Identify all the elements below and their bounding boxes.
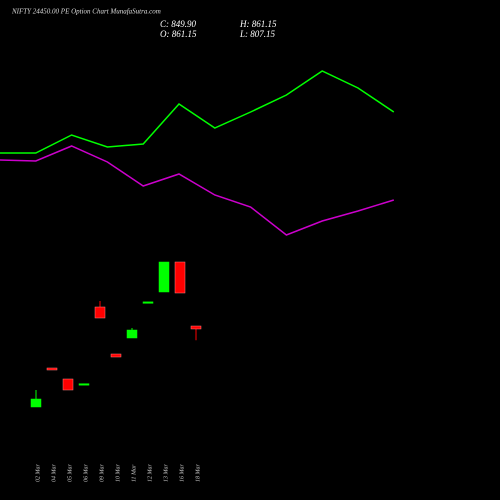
x-tick-label: 12 Mar <box>147 464 153 482</box>
x-tick-label: 16 Mar <box>179 464 185 482</box>
x-tick-label: 13 Mar <box>163 464 169 482</box>
candle-body <box>46 367 58 371</box>
candle-body <box>126 329 138 339</box>
x-tick-label: 09 Mar <box>99 464 105 482</box>
candle-body <box>190 325 202 330</box>
candle-body <box>142 301 154 304</box>
ohlc-label: L: 807.15 <box>239 29 276 39</box>
x-tick-label: 05 Mar <box>67 464 73 482</box>
x-tick-label: 18 Mar <box>195 464 201 482</box>
candle-body <box>174 261 186 294</box>
candle-body <box>30 398 42 408</box>
ohlc-label: H: 861.15 <box>239 19 277 29</box>
candle-body <box>62 378 74 391</box>
x-tick-label: 10 Mar <box>115 464 121 482</box>
line-series <box>0 70 395 154</box>
candle-body <box>78 383 90 386</box>
ohlc-label: O: 861.15 <box>160 29 197 39</box>
ohlc-label: C: 849.90 <box>160 19 197 29</box>
candle-body <box>158 261 170 293</box>
x-tick-label: 04 Mar <box>50 464 57 482</box>
chart-title: NIFTY 24450.00 PE Option Chart MunafaSut… <box>11 8 161 16</box>
x-tick-label: 02 Mar <box>35 464 41 482</box>
x-tick-label: 11 Mar <box>131 464 137 482</box>
line-series <box>0 145 395 236</box>
x-tick-label: 06 Mar <box>83 464 89 482</box>
candle-body <box>94 306 106 319</box>
candle-body <box>110 353 122 358</box>
